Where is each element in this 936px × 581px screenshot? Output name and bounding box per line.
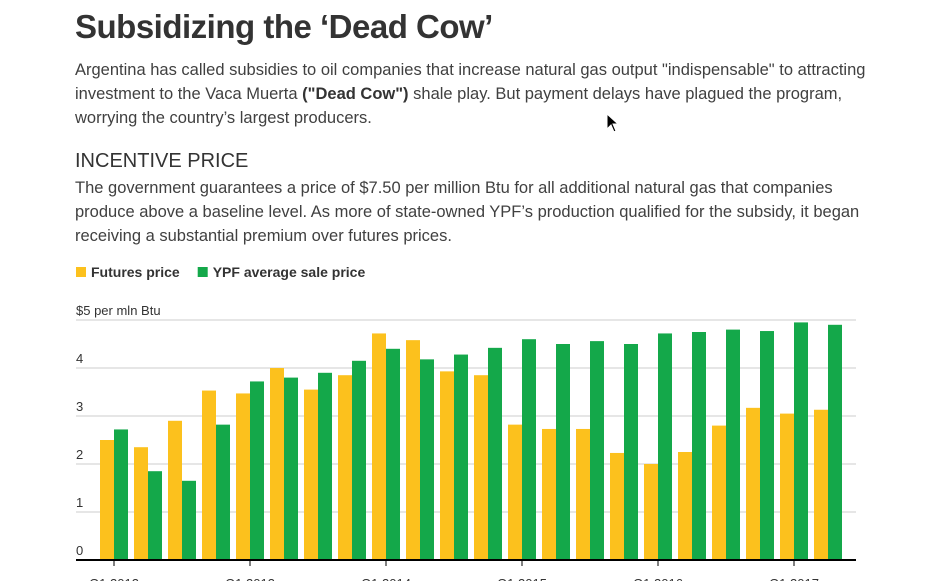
bar	[372, 333, 386, 560]
legend-label: Futures price	[91, 264, 180, 280]
bar	[100, 440, 114, 560]
bar	[556, 344, 570, 560]
intro: Argentina has called subsidies to oil co…	[75, 58, 885, 130]
bar	[542, 428, 556, 560]
bar	[780, 413, 794, 560]
y-tick-label: 2	[76, 447, 83, 462]
section-heading: INCENTIVE PRICE	[75, 150, 249, 172]
intro-text: shale play. But payment delays have plag…	[75, 85, 843, 127]
bar	[692, 332, 706, 560]
legend-swatch	[76, 267, 86, 277]
cursor	[606, 112, 620, 133]
bar	[406, 340, 420, 560]
y-tick-label: 1	[76, 495, 83, 510]
intro-text: Argentina has called subsidies to oil co…	[75, 61, 866, 103]
bar	[182, 480, 196, 560]
x-tick-label: Q1 2017	[769, 576, 819, 581]
bar	[678, 452, 692, 560]
bar	[250, 381, 264, 560]
bar	[338, 375, 352, 560]
bar	[236, 393, 250, 560]
y-tick-label: 0	[76, 543, 83, 558]
bar	[590, 341, 604, 560]
bar	[168, 420, 182, 560]
bar	[304, 389, 318, 560]
x-tick-label: Q1 2016	[633, 576, 683, 581]
bar	[610, 452, 624, 560]
bar	[712, 425, 726, 560]
bar	[760, 331, 774, 560]
legend-label: YPF average sale price	[213, 264, 366, 280]
bar	[216, 424, 230, 560]
bar	[134, 447, 148, 560]
title: Subsidizing the ‘Dead Cow’	[75, 8, 493, 45]
bar	[284, 377, 298, 560]
bar	[814, 409, 828, 560]
bar	[794, 322, 808, 560]
bar	[624, 344, 638, 560]
bar	[440, 371, 454, 560]
bar	[454, 354, 468, 560]
bar	[352, 360, 366, 560]
bar	[746, 407, 760, 560]
y-tick-label: 4	[76, 351, 83, 366]
bar	[658, 333, 672, 560]
x-tick-label: Q1 2015	[497, 576, 547, 581]
bar	[576, 428, 590, 560]
bar	[644, 464, 658, 560]
x-tick-label: Q1 2013	[225, 576, 275, 581]
bar	[726, 329, 740, 560]
bar	[420, 359, 434, 560]
bar	[828, 324, 842, 560]
y-tick-label: 3	[76, 399, 83, 414]
bar	[508, 424, 522, 560]
bar	[270, 368, 284, 560]
bar	[522, 339, 536, 560]
bar	[488, 347, 502, 560]
x-tick-label: Q1 2014	[361, 576, 411, 581]
legend-swatch	[197, 267, 208, 277]
bar	[202, 390, 216, 560]
section-description: The government guarantees a price of $7.…	[75, 179, 860, 245]
bar	[148, 471, 162, 560]
bar	[386, 348, 400, 560]
bar	[318, 372, 332, 560]
intro-bold: ("Dead Cow")	[302, 85, 409, 103]
x-tick-label: Q1 2012	[89, 576, 139, 581]
bar	[114, 429, 128, 560]
bar	[474, 375, 488, 560]
y-tick-label: $5 per mln Btu	[76, 303, 161, 318]
